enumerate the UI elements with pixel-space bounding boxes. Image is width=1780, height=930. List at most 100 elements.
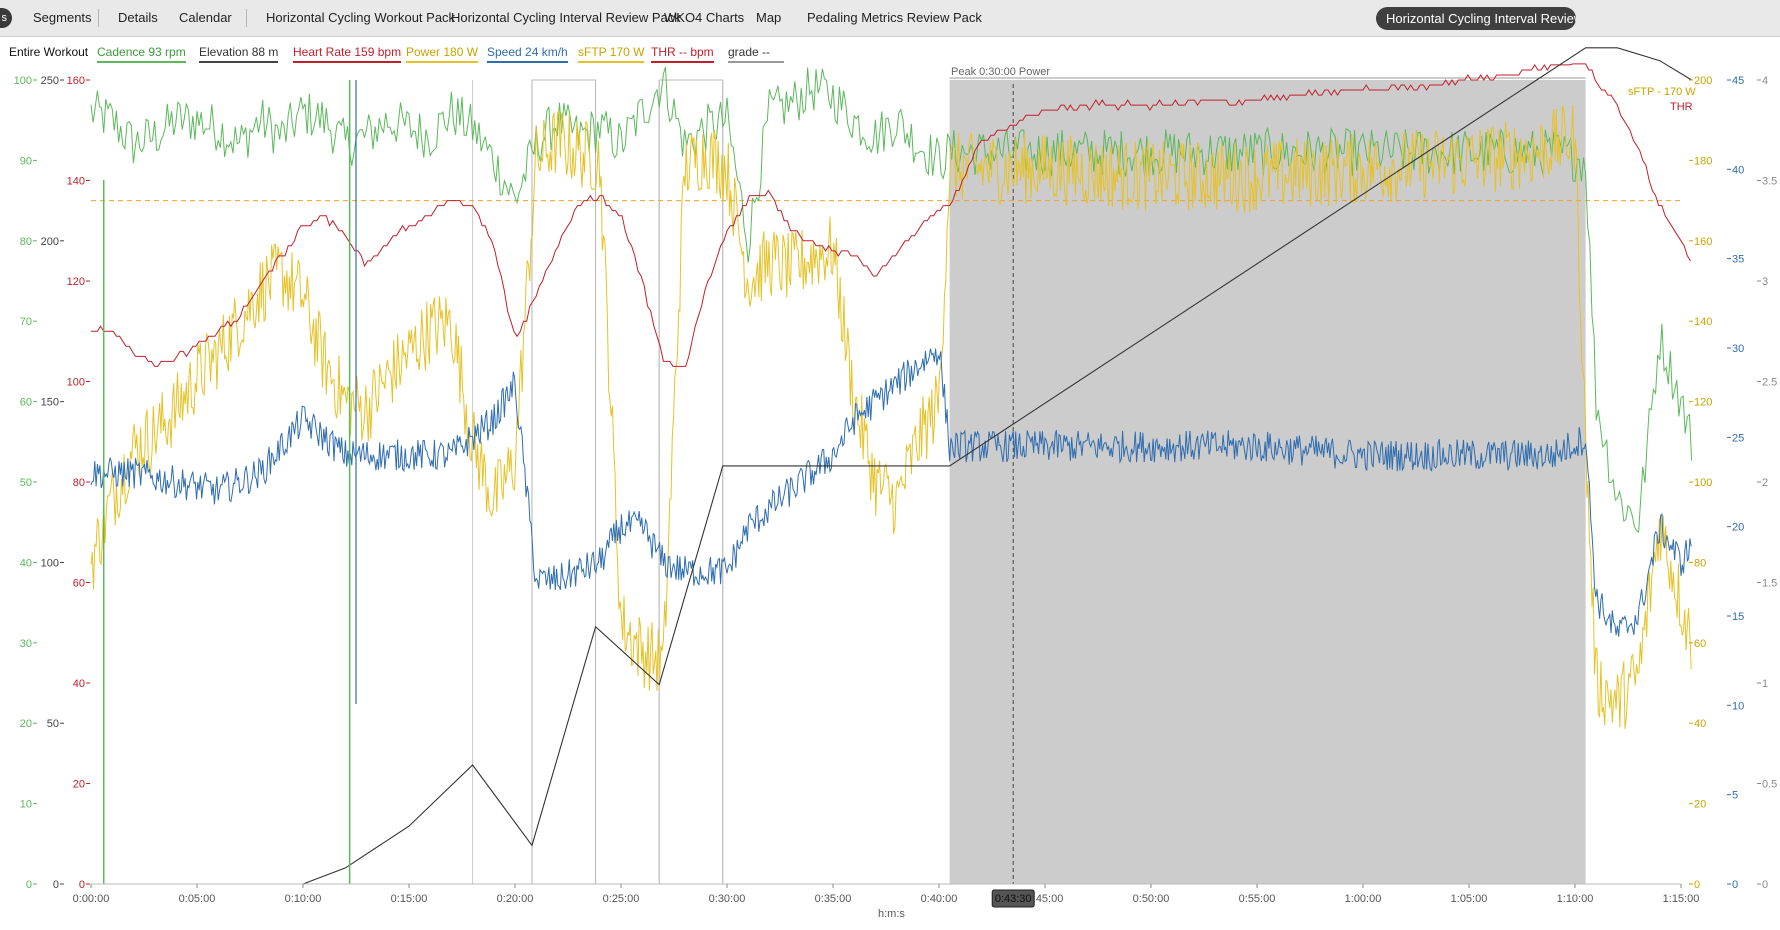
legend-grade[interactable]: grade -- xyxy=(728,45,784,63)
tab-segments[interactable]: Segments xyxy=(33,10,92,25)
legend-swatch xyxy=(199,61,279,63)
y-tick-label-cadence_left: 60 xyxy=(20,397,32,409)
x-tick-label: 0:30:00 xyxy=(709,893,746,905)
peak-selection-layer xyxy=(949,77,1586,884)
tab-map[interactable]: Map xyxy=(756,10,782,25)
legend-power-label: Power 180 W xyxy=(406,45,479,59)
cursor-time-label: 0:43:30 xyxy=(995,893,1032,905)
tab-interval-review-pack[interactable]: Horizontal Cycling Interval Review Pack xyxy=(451,10,681,25)
legend-thr-label: THR -- bpm xyxy=(651,45,714,59)
active-chart-tab[interactable]: Horizontal Cycling Interval Review Pack xyxy=(1376,7,1576,30)
y-tick-label-hr_left: 80 xyxy=(73,477,85,489)
interval-bracket-1 xyxy=(531,79,597,884)
thr-reference-label: THR xyxy=(1670,101,1693,113)
legend-elevation[interactable]: Elevation 88 m xyxy=(199,45,279,63)
y-tick-label-cadence_left: 100 xyxy=(14,75,32,87)
x-tick-label: 0:35:00 xyxy=(815,893,852,905)
y-tick-label-power_right: 160 xyxy=(1694,236,1712,248)
y-tick-label-hr_left: 140 xyxy=(67,176,85,188)
x-tick-label: 1:05:00 xyxy=(1451,893,1488,905)
x-tick-label: 0:15:00 xyxy=(391,893,428,905)
tab-details[interactable]: Details xyxy=(118,10,158,25)
legend-swatch xyxy=(406,61,479,63)
x-tick-label: 0:05:00 xyxy=(179,893,216,905)
interval-markers-layer xyxy=(472,79,724,884)
peak-selection-label: Peak 0:30:00 Power xyxy=(951,66,1050,78)
axes-layer: 0:00:00 0:05:00 0:10:00 0:15:00 0:20:00 0:25:… xyxy=(14,75,1777,908)
legend-power[interactable]: Power 180 W xyxy=(406,45,479,63)
y-tick-label-cadence_left: 20 xyxy=(20,718,32,730)
y-tick-label-elevation_left: 250 xyxy=(41,75,59,87)
y-tick-label-elevation_left: 150 xyxy=(41,397,59,409)
y-tick-label-hr_left: 60 xyxy=(73,578,85,590)
tab-workout-pack[interactable]: Horizontal Cycling Workout Pack xyxy=(266,10,456,25)
y-tick-label-elevation_left: 0 xyxy=(53,879,59,891)
y-tick-label-cadence_left: 40 xyxy=(20,557,32,569)
peak-selection-region xyxy=(949,80,1586,884)
series-power xyxy=(90,104,1692,730)
y-tick-label-power_right: 180 xyxy=(1694,155,1712,167)
x-tick-label: 0:00:00 xyxy=(73,893,110,905)
y-tick-label-power_right: 100 xyxy=(1694,477,1712,489)
legend-swatch xyxy=(728,61,784,63)
y-tick-label-grade_right: 3.5 xyxy=(1762,176,1777,188)
legend-cadence[interactable]: Cadence 93 rpm xyxy=(97,45,186,63)
tab-divider xyxy=(246,9,247,27)
legend-elevation-label: Elevation 88 m xyxy=(199,45,279,59)
legend-thr[interactable]: THR -- bpm xyxy=(651,45,714,63)
legend-heart-rate[interactable]: Heart Rate 159 bpm xyxy=(293,45,402,63)
y-tick-label-power_right: 0 xyxy=(1694,879,1700,891)
range-selector[interactable]: Entire Workout xyxy=(9,45,89,59)
sftp-reference-label: sFTP - 170 W xyxy=(1628,86,1696,98)
y-tick-label-speed_right: 45 xyxy=(1732,75,1744,87)
tab-divider xyxy=(98,9,99,27)
y-tick-label-hr_left: 20 xyxy=(73,779,85,791)
x-tick-label: 0:50:00 xyxy=(1133,893,1170,905)
y-tick-label-power_right: 140 xyxy=(1694,316,1712,328)
legend-speed[interactable]: Speed 24 km/h xyxy=(487,45,568,63)
legend-swatch xyxy=(97,61,186,63)
series-cadence xyxy=(90,66,1693,533)
y-tick-label-speed_right: 10 xyxy=(1732,700,1744,712)
series-speed xyxy=(90,348,1692,637)
legend-swatch xyxy=(293,61,402,63)
x-tick-label: 0:40:00 xyxy=(921,893,958,905)
x-tick-label: 0:45:00 xyxy=(1027,893,1064,905)
y-tick-label-speed_right: 40 xyxy=(1732,164,1744,176)
y-tick-label-power_right: 80 xyxy=(1694,557,1706,569)
x-tick-label: 0:25:00 xyxy=(603,893,640,905)
y-tick-label-hr_left: 40 xyxy=(73,678,85,690)
y-tick-label-elevation_left: 200 xyxy=(41,236,59,248)
y-tick-label-power_right: 60 xyxy=(1694,638,1706,650)
y-tick-label-cadence_left: 70 xyxy=(20,316,32,328)
x-axis-label: h:m:s xyxy=(878,908,905,920)
legend-cadence-label: Cadence 93 rpm xyxy=(97,45,186,59)
series-layer xyxy=(90,47,1693,885)
y-tick-label-power_right: 20 xyxy=(1694,799,1706,811)
y-tick-label-speed_right: 30 xyxy=(1732,343,1744,355)
y-tick-label-grade_right: 1.5 xyxy=(1762,578,1777,590)
collapse-tab-button[interactable]: s xyxy=(0,8,12,28)
legend-sftp[interactable]: sFTP 170 W xyxy=(578,45,645,63)
y-tick-label-grade_right: 0 xyxy=(1762,879,1768,891)
tab-calendar[interactable]: Calendar xyxy=(179,10,232,25)
tab-wko4-charts[interactable]: WKO4 Charts xyxy=(664,10,745,25)
y-tick-label-grade_right: 2.5 xyxy=(1762,377,1777,389)
tab-bar: s Segments Details Calendar Horizontal C… xyxy=(0,0,1780,37)
tab-pedaling-metrics[interactable]: Pedaling Metrics Review Pack xyxy=(807,10,982,25)
y-tick-label-grade_right: 1 xyxy=(1762,678,1768,690)
x-tick-label: 0:10:00 xyxy=(285,893,322,905)
y-tick-label-speed_right: 20 xyxy=(1732,522,1744,534)
legend-swatch xyxy=(487,61,568,63)
x-tick-label: 1:15:00 xyxy=(1663,893,1700,905)
y-tick-label-grade_right: 4 xyxy=(1762,75,1768,87)
y-tick-label-speed_right: 35 xyxy=(1732,254,1744,266)
x-tick-label: 1:00:00 xyxy=(1345,893,1382,905)
y-tick-label-hr_left: 160 xyxy=(67,75,85,87)
cursor-time-badge xyxy=(991,889,1035,908)
y-tick-label-elevation_left: 100 xyxy=(41,557,59,569)
x-tick-label: 0:20:00 xyxy=(497,893,534,905)
y-tick-label-cadence_left: 0 xyxy=(26,879,32,891)
